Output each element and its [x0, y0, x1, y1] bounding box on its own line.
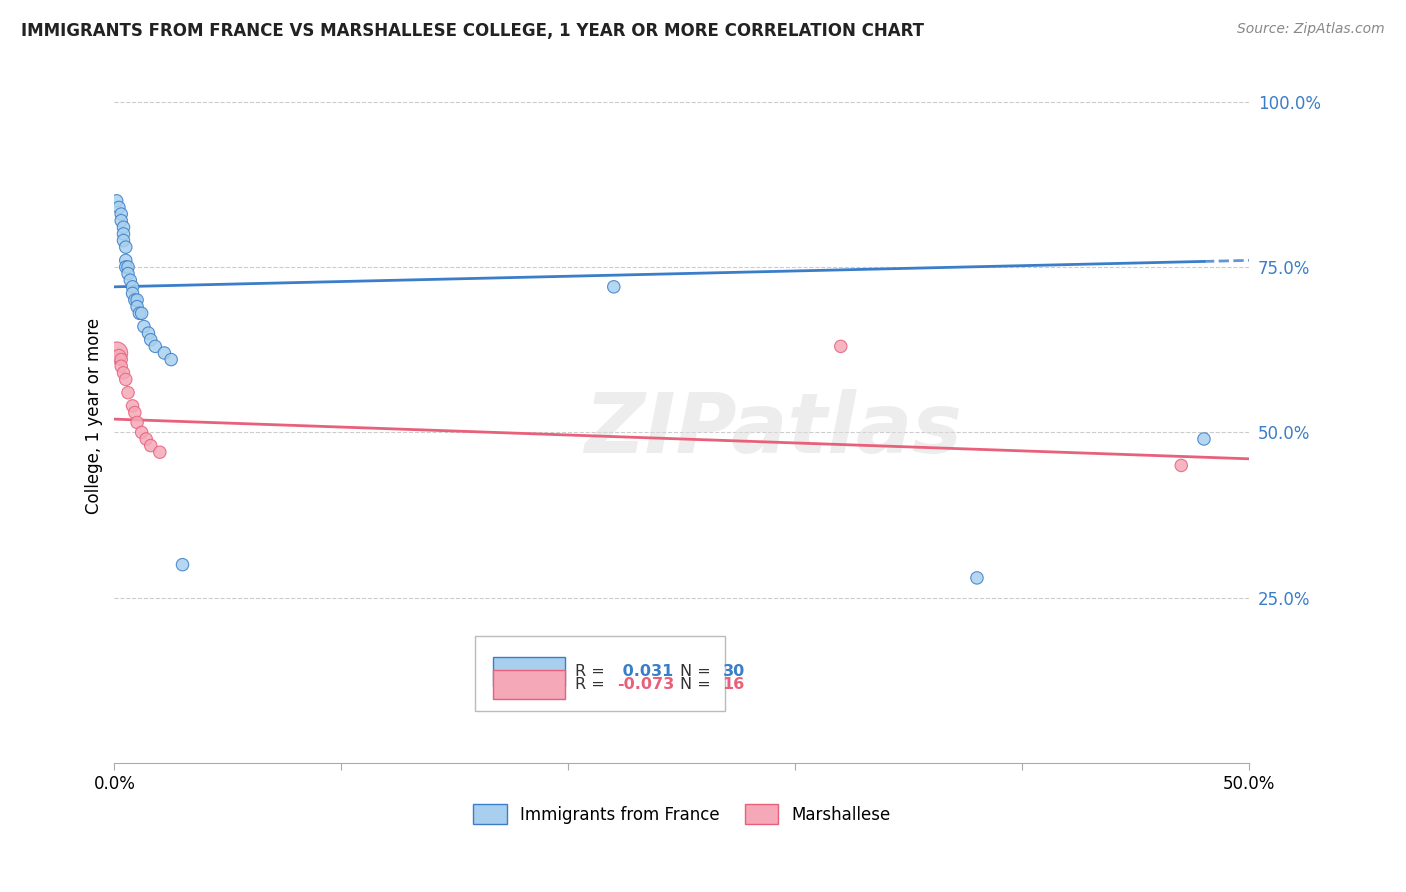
Point [172, 558, 194, 572]
Point [112, 234, 135, 248]
Point [114, 240, 136, 254]
Point [124, 405, 146, 419]
Point [120, 273, 142, 287]
Point [143, 339, 166, 353]
Point [138, 326, 160, 340]
Point [110, 207, 132, 221]
Point [149, 445, 172, 459]
Point [966, 571, 988, 585]
Text: 30: 30 [723, 664, 745, 679]
Point [139, 439, 162, 453]
Point [114, 260, 136, 274]
Point [139, 333, 162, 347]
Point [105, 194, 128, 208]
Point [128, 306, 150, 320]
Point [110, 213, 132, 227]
Point [1170, 458, 1192, 473]
Legend: Immigrants from France, Marshallese: Immigrants from France, Marshallese [474, 804, 890, 824]
Point [124, 293, 146, 307]
Point [112, 220, 135, 235]
Point [830, 339, 852, 353]
Point [110, 359, 132, 374]
Y-axis label: College, 1 year or more: College, 1 year or more [86, 318, 103, 514]
Point [105, 346, 128, 360]
Text: 16: 16 [723, 677, 745, 692]
Point [117, 267, 139, 281]
Point [117, 260, 139, 274]
Point [603, 280, 626, 294]
Point [127, 416, 149, 430]
Point [131, 306, 153, 320]
Point [114, 372, 136, 386]
Point [121, 286, 143, 301]
Point [117, 385, 139, 400]
Text: N =: N = [681, 677, 711, 692]
Point [131, 425, 153, 440]
Point [112, 366, 135, 380]
Text: R =: R = [575, 664, 605, 679]
Point [121, 280, 143, 294]
Point [127, 300, 149, 314]
Text: -0.073: -0.073 [617, 677, 675, 692]
Text: IMMIGRANTS FROM FRANCE VS MARSHALLESE COLLEGE, 1 YEAR OR MORE CORRELATION CHART: IMMIGRANTS FROM FRANCE VS MARSHALLESE CO… [21, 22, 924, 40]
Point [114, 253, 136, 268]
Point [135, 432, 157, 446]
Text: 0.031: 0.031 [617, 664, 673, 679]
Point [153, 346, 176, 360]
Point [127, 293, 149, 307]
Point [1192, 432, 1215, 446]
Text: N =: N = [681, 664, 711, 679]
Text: R =: R = [575, 677, 605, 692]
Text: Source: ZipAtlas.com: Source: ZipAtlas.com [1237, 22, 1385, 37]
Point [112, 227, 135, 241]
Point [108, 349, 131, 363]
Point [132, 319, 155, 334]
Point [121, 399, 143, 413]
Point [108, 201, 131, 215]
Point [160, 352, 183, 367]
Point [110, 352, 132, 367]
Text: ZIPatlas: ZIPatlas [583, 389, 962, 470]
